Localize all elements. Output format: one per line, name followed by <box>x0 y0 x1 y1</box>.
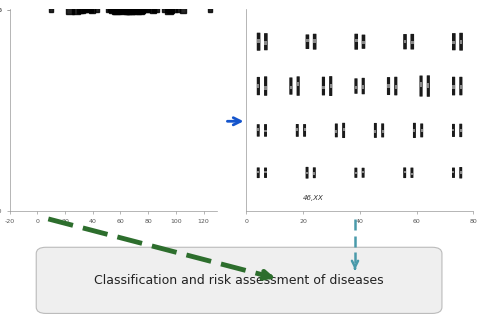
FancyBboxPatch shape <box>342 123 345 138</box>
FancyBboxPatch shape <box>313 34 316 50</box>
FancyBboxPatch shape <box>374 123 377 138</box>
Bar <box>413 129 415 133</box>
FancyBboxPatch shape <box>264 168 267 178</box>
Bar <box>382 130 384 133</box>
Bar <box>411 41 413 44</box>
FancyBboxPatch shape <box>306 167 309 179</box>
Bar <box>257 39 260 43</box>
Bar <box>427 83 429 88</box>
Bar <box>296 128 298 131</box>
FancyBboxPatch shape <box>36 247 442 313</box>
Bar <box>355 86 357 89</box>
FancyBboxPatch shape <box>387 77 390 95</box>
Bar <box>329 84 332 89</box>
FancyBboxPatch shape <box>459 124 462 137</box>
FancyBboxPatch shape <box>362 78 365 94</box>
Bar <box>322 86 325 89</box>
FancyBboxPatch shape <box>303 124 306 137</box>
FancyBboxPatch shape <box>459 167 462 179</box>
Bar <box>355 39 357 42</box>
FancyBboxPatch shape <box>335 123 338 137</box>
Bar <box>453 171 455 173</box>
Bar <box>460 129 462 132</box>
Bar <box>297 82 299 86</box>
Text: 46,XX: 46,XX <box>303 195 324 201</box>
Bar <box>421 129 423 132</box>
Bar <box>313 39 316 43</box>
Bar <box>387 84 390 88</box>
Bar <box>453 129 455 131</box>
Bar <box>306 39 309 42</box>
Bar <box>395 85 397 89</box>
FancyBboxPatch shape <box>403 34 407 49</box>
FancyBboxPatch shape <box>264 33 268 50</box>
FancyBboxPatch shape <box>362 168 365 178</box>
FancyBboxPatch shape <box>362 35 365 49</box>
Bar <box>265 41 267 45</box>
FancyBboxPatch shape <box>452 124 455 137</box>
FancyBboxPatch shape <box>289 77 293 95</box>
FancyBboxPatch shape <box>306 34 309 49</box>
Bar <box>303 128 306 130</box>
Bar <box>335 130 337 133</box>
Bar <box>411 173 413 175</box>
FancyBboxPatch shape <box>452 77 455 95</box>
FancyBboxPatch shape <box>264 76 267 96</box>
FancyBboxPatch shape <box>420 123 423 137</box>
FancyBboxPatch shape <box>426 75 430 97</box>
FancyBboxPatch shape <box>355 78 357 94</box>
FancyBboxPatch shape <box>297 76 300 96</box>
FancyBboxPatch shape <box>413 123 416 138</box>
Bar <box>420 82 422 87</box>
FancyBboxPatch shape <box>411 34 414 49</box>
Bar <box>404 40 406 43</box>
FancyBboxPatch shape <box>264 124 267 137</box>
FancyBboxPatch shape <box>459 77 462 95</box>
Bar <box>453 85 455 89</box>
Bar <box>290 86 292 89</box>
Bar <box>460 85 462 89</box>
Bar <box>460 171 462 174</box>
Bar <box>460 40 462 44</box>
FancyBboxPatch shape <box>381 123 384 137</box>
FancyBboxPatch shape <box>322 77 325 95</box>
Bar <box>306 172 308 174</box>
Bar <box>362 85 364 89</box>
Bar <box>313 172 315 175</box>
FancyBboxPatch shape <box>257 124 260 137</box>
Bar <box>265 86 267 90</box>
Text: Classification and risk assessment of diseases: Classification and risk assessment of di… <box>94 274 384 287</box>
Bar <box>257 128 259 131</box>
Bar <box>374 130 376 133</box>
Bar <box>355 172 357 174</box>
FancyBboxPatch shape <box>355 168 357 178</box>
FancyBboxPatch shape <box>329 76 332 96</box>
FancyBboxPatch shape <box>452 168 455 178</box>
Bar <box>362 41 365 44</box>
FancyBboxPatch shape <box>355 34 358 50</box>
Bar <box>342 128 345 131</box>
FancyBboxPatch shape <box>257 33 260 51</box>
FancyBboxPatch shape <box>452 33 455 50</box>
FancyBboxPatch shape <box>394 77 398 95</box>
FancyBboxPatch shape <box>313 167 316 178</box>
Bar <box>404 171 406 173</box>
FancyBboxPatch shape <box>419 76 423 97</box>
FancyBboxPatch shape <box>296 124 299 137</box>
Bar <box>265 171 267 173</box>
FancyBboxPatch shape <box>411 168 413 178</box>
Bar <box>265 130 267 132</box>
Bar <box>257 84 259 88</box>
FancyBboxPatch shape <box>403 167 406 178</box>
FancyBboxPatch shape <box>459 33 463 51</box>
Bar <box>453 41 455 44</box>
Bar <box>257 171 259 173</box>
Bar <box>362 171 364 173</box>
FancyBboxPatch shape <box>257 167 260 178</box>
FancyBboxPatch shape <box>257 77 260 95</box>
